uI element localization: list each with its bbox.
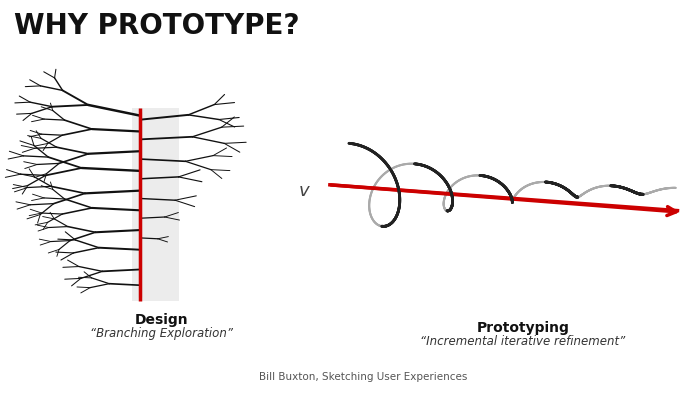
Text: WHY PROTOTYPE?: WHY PROTOTYPE?	[14, 12, 299, 40]
Text: “Branching Exploration”: “Branching Exploration”	[90, 327, 233, 339]
Text: v: v	[299, 181, 309, 200]
Text: Prototyping: Prototyping	[476, 321, 570, 335]
Text: “Incremental iterative refinement”: “Incremental iterative refinement”	[420, 335, 625, 347]
Text: Bill Buxton, Sketching User Experiences: Bill Buxton, Sketching User Experiences	[259, 372, 467, 382]
Text: Design: Design	[135, 313, 188, 327]
Polygon shape	[132, 108, 179, 301]
